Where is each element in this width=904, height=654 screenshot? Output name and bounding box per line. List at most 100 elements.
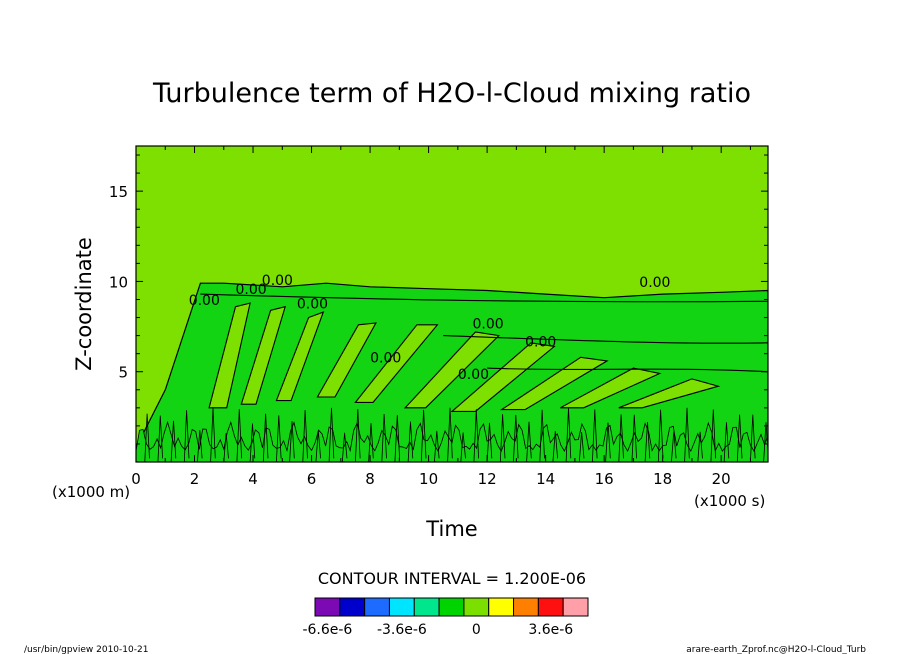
colorbar-swatch xyxy=(314,597,341,617)
surface-spike xyxy=(157,415,163,462)
footer-right: arare-earth_Zprof.nc@H2O-l-Cloud_Turb xyxy=(686,645,866,654)
x-tick-label: 20 xyxy=(712,470,731,488)
contour-field xyxy=(136,282,768,462)
contour-label: 0.00 xyxy=(236,282,267,298)
surface-spike xyxy=(368,423,374,462)
surface-spike xyxy=(262,413,269,462)
surface-spike xyxy=(197,430,203,462)
surface-spike xyxy=(671,431,677,462)
x-tick-label: 2 xyxy=(190,470,200,488)
contour-label: 0.00 xyxy=(262,273,293,289)
surface-spike xyxy=(684,407,690,462)
x-tick-label: 4 xyxy=(248,470,258,488)
surface-spike xyxy=(552,431,558,462)
contour-streak xyxy=(403,331,500,409)
colorbar-swatch xyxy=(537,597,564,617)
colorbar-tick-label: 0 xyxy=(472,622,481,638)
surface-spike xyxy=(407,421,414,462)
y-tick-label: 10 xyxy=(109,273,128,291)
colorbar: -6.6e-6 -3.6e-6 0 3.6e-6 xyxy=(302,597,589,638)
contour-label: 0.00 xyxy=(189,293,220,309)
colorbar-tick-label: -3.6e-6 xyxy=(377,622,427,638)
contour-streak xyxy=(499,356,609,411)
contour-streak xyxy=(316,322,377,398)
surface-spike xyxy=(341,432,348,462)
x-tick-label: 8 xyxy=(365,470,375,488)
surface-spike xyxy=(447,407,453,462)
surface-spike xyxy=(644,421,651,462)
colorbar-swatch xyxy=(463,597,490,617)
x-unit-label: (x1000 s) xyxy=(694,492,765,510)
surface-spike xyxy=(394,415,400,462)
y-unit-label: (x1000 m) xyxy=(52,483,130,501)
surface-spike xyxy=(526,421,532,462)
colorbar-swatch xyxy=(562,597,589,617)
contour-line xyxy=(200,293,768,303)
contour-interval-text: CONTOUR INTERVAL = 1.200E-06 xyxy=(318,569,586,588)
colorbar-swatch xyxy=(388,597,415,617)
plot-frame xyxy=(135,145,769,463)
surface-spike xyxy=(513,414,519,462)
contour-streak xyxy=(240,305,287,405)
surface-spike xyxy=(460,432,466,462)
surface-spike xyxy=(183,410,190,462)
surface-spike xyxy=(170,420,177,462)
surface-spike xyxy=(223,433,229,462)
colorbar-swatch xyxy=(488,597,515,617)
surface-spike xyxy=(210,407,216,462)
x-tick-label: 12 xyxy=(478,470,497,488)
contour-streak xyxy=(618,378,721,409)
colorbar-swatch xyxy=(339,597,366,617)
contour-label: 0.00 xyxy=(525,334,556,350)
surface-spike xyxy=(605,422,611,462)
contour-label-group: 0.000.000.000.000.000.000.000.000.00 xyxy=(189,273,671,383)
contour-label: 0.00 xyxy=(297,297,328,313)
surface-spike xyxy=(420,409,427,462)
x-tick-label: 18 xyxy=(653,470,672,488)
colorbar-swatch xyxy=(413,597,440,617)
surface-spike xyxy=(381,413,387,462)
surface-spike xyxy=(276,415,282,462)
y-tick-label: 5 xyxy=(118,364,128,382)
contour-label: 0.00 xyxy=(639,275,670,291)
contour-streak xyxy=(354,324,439,403)
surface-spike xyxy=(473,409,479,462)
x-tick-label: 10 xyxy=(419,470,438,488)
colorbar-swatch xyxy=(513,597,539,617)
surface-spike xyxy=(289,421,295,462)
chart-title: Turbulence term of H2O-l-Cloud mixing ra… xyxy=(152,78,751,109)
surface-spike xyxy=(592,409,598,462)
surface-spike xyxy=(236,409,242,462)
contour-streak xyxy=(450,342,556,412)
x-axis-label: Time xyxy=(425,517,477,541)
contour-label: 0.00 xyxy=(473,316,504,332)
surface-spike xyxy=(315,430,321,462)
surface-spike xyxy=(736,414,743,462)
surface-spike xyxy=(565,407,572,462)
colorbar-tick-label: 3.6e-6 xyxy=(528,622,573,638)
surface-spike xyxy=(697,431,703,462)
surface-spike xyxy=(302,409,308,462)
colorbar-tick-label: -6.6e-6 xyxy=(302,622,352,638)
axis-ticks: 0 2 4 6 8 10 12 14 16 18 20 5 10 15 xyxy=(109,146,768,488)
footer-left: /usr/bin/gpview 2010-10-21 xyxy=(24,645,148,654)
surface-spike xyxy=(144,413,150,462)
contour-line xyxy=(487,367,768,373)
contour-line xyxy=(443,335,768,344)
surface-spike xyxy=(328,407,335,462)
x-tick-label: 16 xyxy=(595,470,614,488)
surface-spike xyxy=(355,409,361,462)
contour-streak xyxy=(275,311,325,402)
y-tick-label: 15 xyxy=(109,183,128,201)
x-tick-label: 6 xyxy=(307,470,317,488)
contour-label: 0.00 xyxy=(458,367,489,383)
surface-spike xyxy=(631,414,637,462)
surface-spike xyxy=(657,409,664,462)
surface-spike xyxy=(723,422,730,462)
surface-spike xyxy=(434,430,440,462)
surface-spike xyxy=(618,414,624,462)
contour-streak xyxy=(560,367,662,409)
surface-spike xyxy=(710,409,716,462)
